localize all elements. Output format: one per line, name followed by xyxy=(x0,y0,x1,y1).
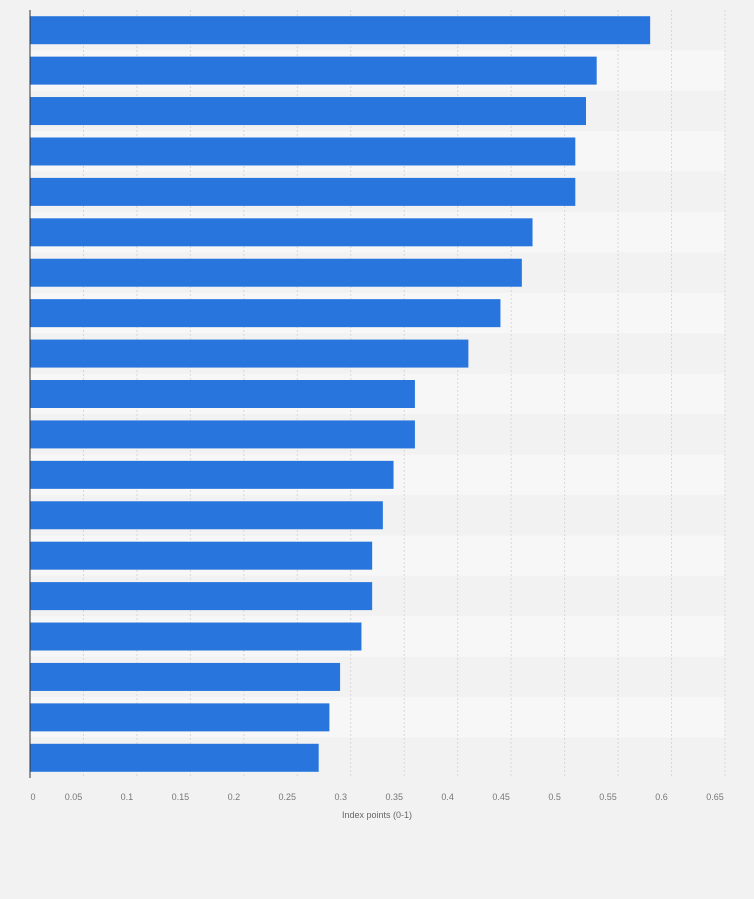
bar[interactable] xyxy=(30,339,469,368)
x-tick-label: 0.35 xyxy=(385,792,403,802)
x-tick-label: 0.05 xyxy=(65,792,83,802)
bar[interactable] xyxy=(30,541,373,570)
x-tick-label: 0.1 xyxy=(121,792,134,802)
bar[interactable] xyxy=(30,97,586,126)
bar[interactable] xyxy=(30,218,533,247)
bar[interactable] xyxy=(30,703,330,732)
x-tick-label: 0.65 xyxy=(706,792,724,802)
bar[interactable] xyxy=(30,622,362,651)
bar[interactable] xyxy=(30,380,415,408)
bar[interactable] xyxy=(30,299,501,328)
x-tick-label: 0.4 xyxy=(441,792,454,802)
bar[interactable] xyxy=(30,177,576,206)
x-tick-label: 0.2 xyxy=(228,792,241,802)
x-tick-label: 0.6 xyxy=(655,792,668,802)
bar[interactable] xyxy=(30,16,651,45)
bar[interactable] xyxy=(30,582,373,611)
bar[interactable] xyxy=(30,662,341,691)
x-tick-label: 0.5 xyxy=(548,792,561,802)
x-tick-label: 0.3 xyxy=(335,792,348,802)
bar[interactable] xyxy=(30,501,383,530)
bar[interactable] xyxy=(30,460,394,489)
x-tick-label: 0 xyxy=(30,792,35,802)
bar[interactable] xyxy=(30,420,415,449)
x-tick-label: 0.55 xyxy=(599,792,617,802)
x-tick-label: 0.25 xyxy=(279,792,297,802)
x-tick-label: 0.45 xyxy=(492,792,510,802)
bar[interactable] xyxy=(30,258,522,287)
bar[interactable] xyxy=(30,743,319,772)
x-axis-label: Index points (0-1) xyxy=(342,810,412,820)
bar[interactable] xyxy=(30,56,597,85)
bar[interactable] xyxy=(30,137,576,166)
x-tick-label: 0.15 xyxy=(172,792,190,802)
